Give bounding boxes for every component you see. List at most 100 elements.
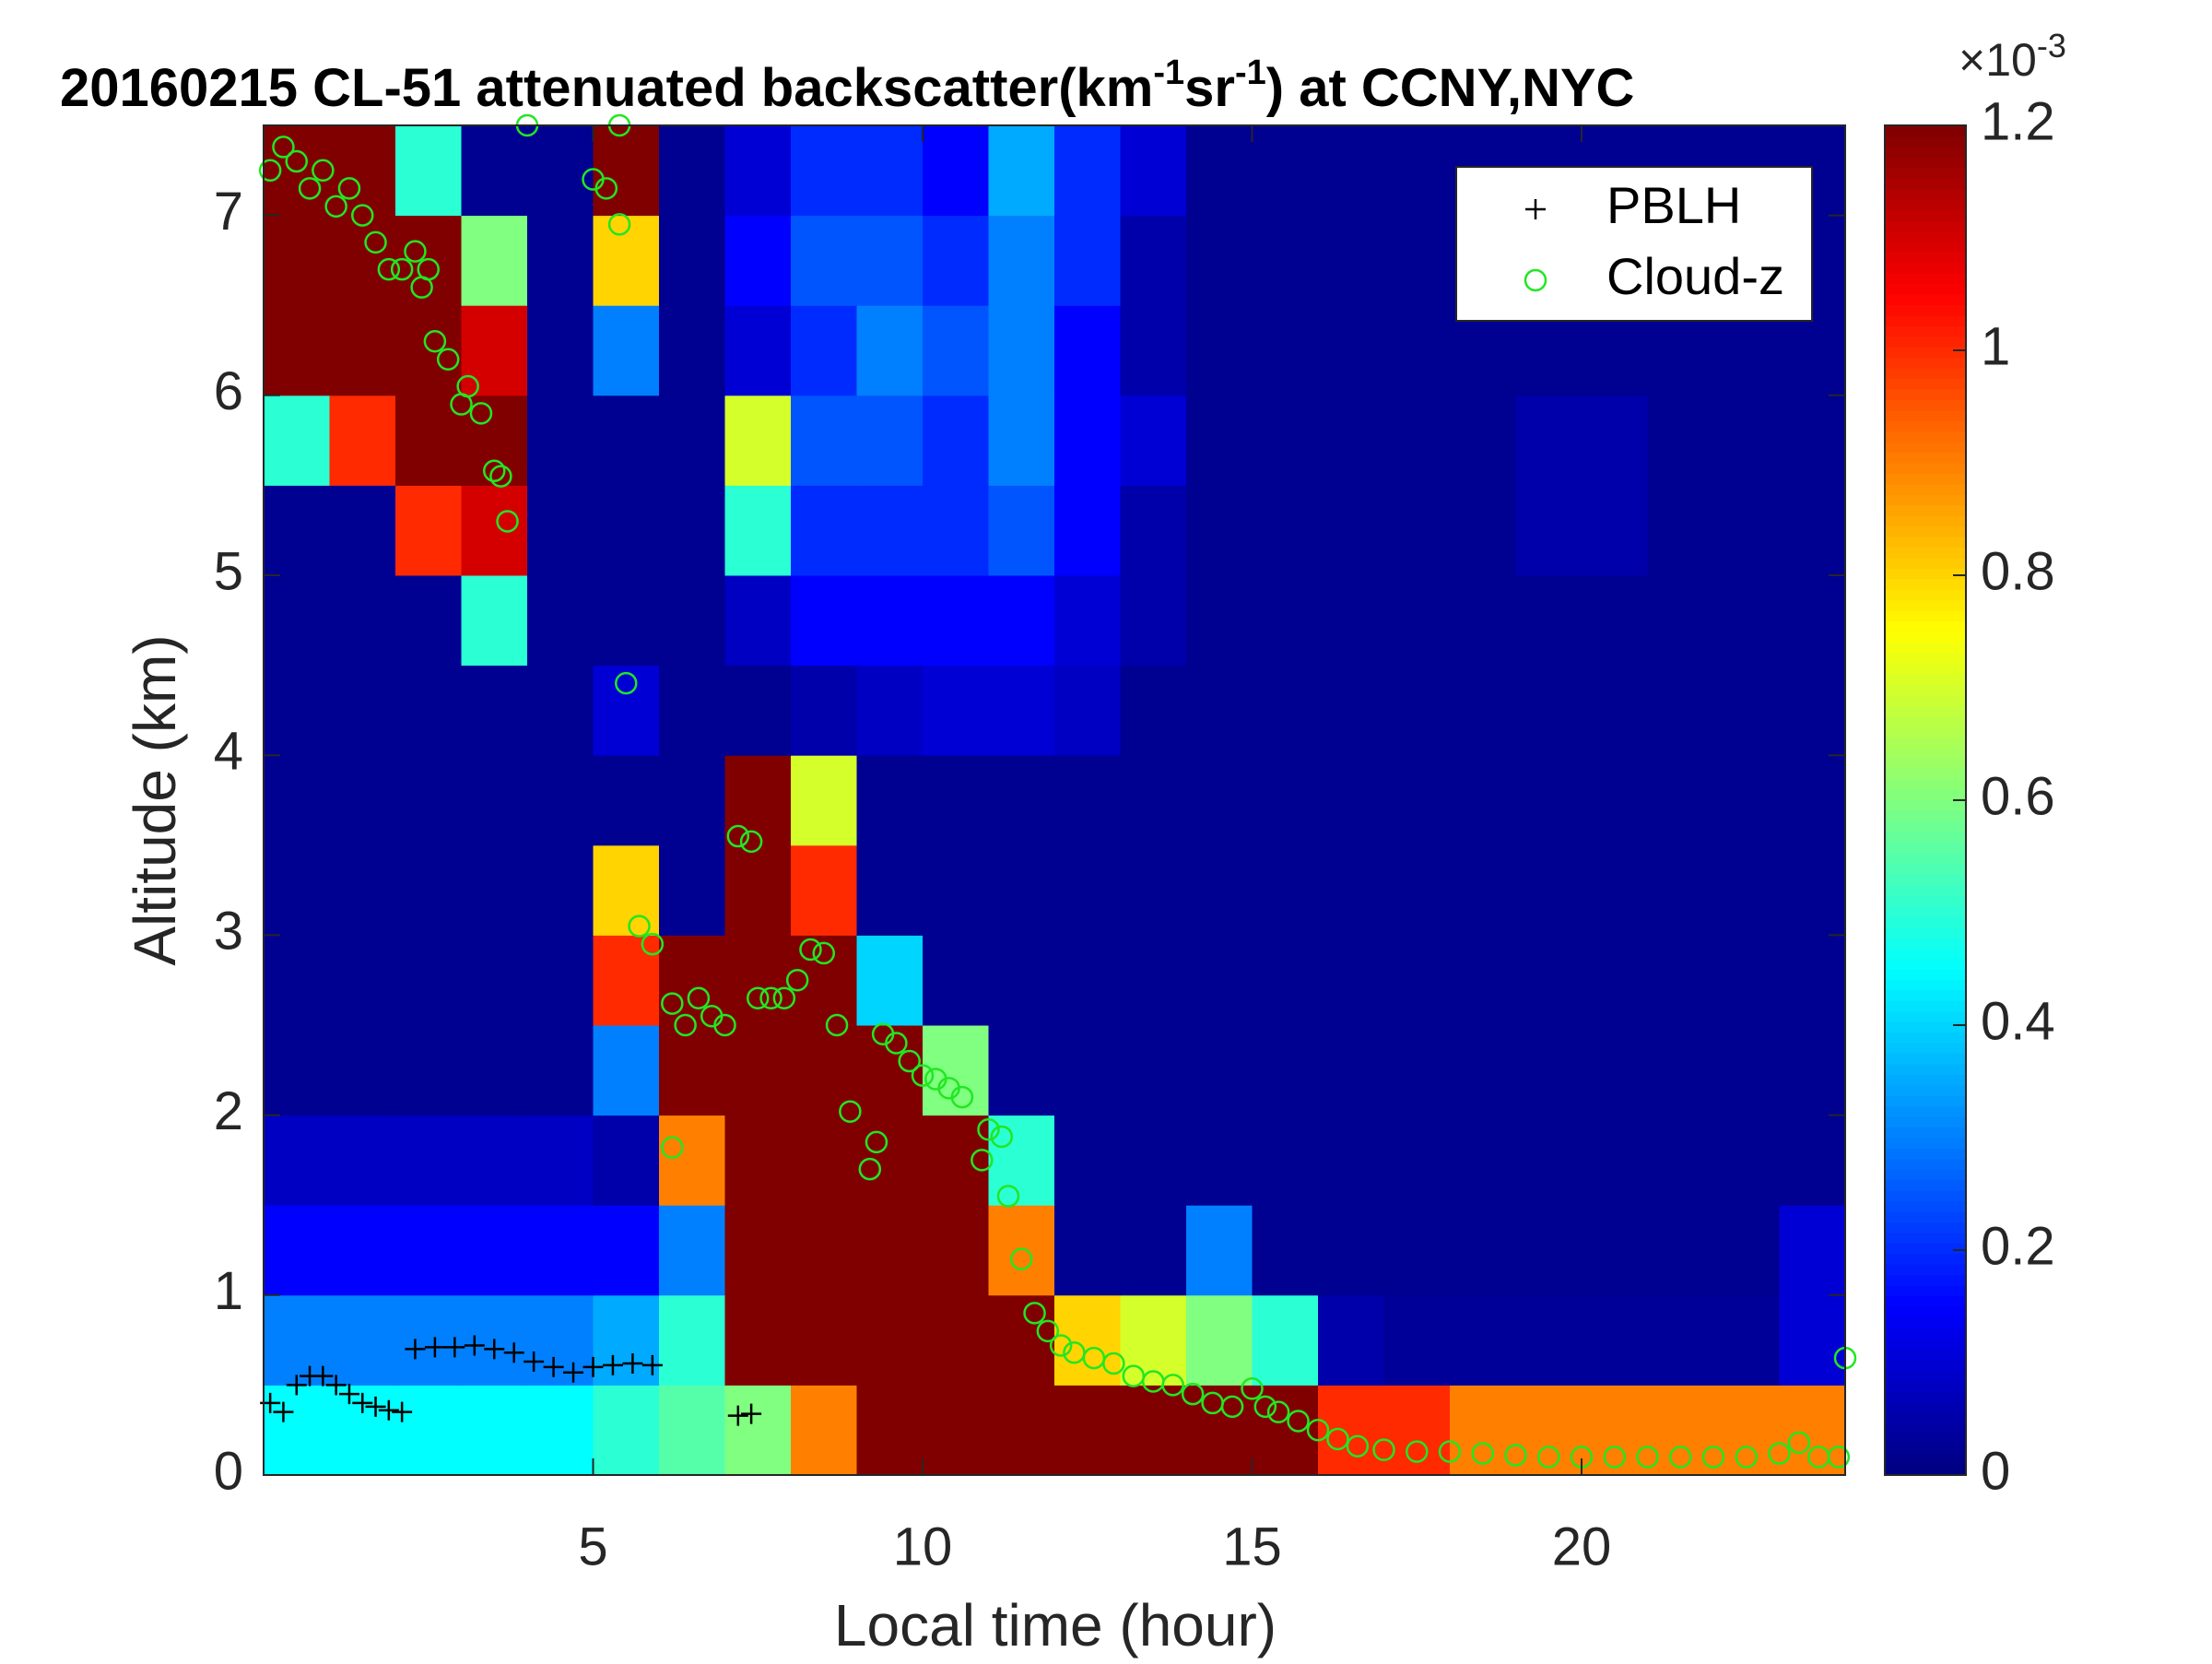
heatmap-cell xyxy=(395,755,462,846)
heatmap-cell xyxy=(1582,1025,1648,1116)
colorbar-swatch xyxy=(1885,1433,1966,1445)
heatmap-cell xyxy=(1186,935,1253,1026)
heatmap-cell xyxy=(988,305,1055,396)
heatmap-cell xyxy=(1383,755,1451,846)
colorbar-swatch xyxy=(1885,853,1966,865)
cloud-marker xyxy=(496,510,519,533)
heatmap-cell xyxy=(988,575,1055,667)
title-part: sr xyxy=(1184,58,1235,118)
heatmap-cell xyxy=(1515,665,1583,756)
cloud-marker xyxy=(1023,1302,1046,1325)
colorbar-swatch xyxy=(1885,1148,1966,1160)
colorbar-swatch xyxy=(1885,1211,1966,1223)
cloud-marker xyxy=(799,938,822,962)
colorbar-swatch xyxy=(1885,1138,1966,1150)
heatmap-cell xyxy=(1252,665,1319,756)
heatmap-cell xyxy=(1450,1385,1516,1476)
cloud-marker xyxy=(1346,1434,1370,1458)
heatmap-cell xyxy=(264,215,330,306)
heatmap-cell xyxy=(659,395,725,486)
heatmap-cell xyxy=(329,125,396,217)
heatmap-cell xyxy=(791,485,857,576)
colorbar-swatch xyxy=(1885,1127,1966,1139)
cloud-marker xyxy=(1372,1438,1395,1461)
colorbar-swatch xyxy=(1885,1327,1966,1339)
heatmap-cell xyxy=(923,1294,989,1386)
heatmap-cell xyxy=(329,665,396,756)
heatmap-cell xyxy=(264,935,330,1026)
heatmap-cell xyxy=(1054,665,1121,756)
y-tick-label: 2 xyxy=(214,1081,243,1141)
heatmap-cell xyxy=(1779,755,1846,846)
colorbar-swatch xyxy=(1885,1084,1966,1096)
heatmap-cell xyxy=(659,755,725,846)
heatmap-cell xyxy=(593,665,660,756)
pblh-marker xyxy=(405,1339,426,1360)
colorbar-swatch xyxy=(1885,1232,1966,1244)
series-pblh xyxy=(260,1335,762,1426)
colorbar-swatch xyxy=(1885,694,1966,706)
heatmap-cell xyxy=(264,305,330,396)
y-tick-label: 3 xyxy=(214,902,243,962)
heatmap-cell xyxy=(791,1115,857,1206)
colorbar-swatch xyxy=(1885,1179,1966,1191)
cloud-marker xyxy=(1768,1442,1791,1465)
colorbar-swatch xyxy=(1885,167,1966,179)
heatmap-cell xyxy=(1582,1205,1648,1296)
colorbar-swatch xyxy=(1885,1338,1966,1350)
heatmap-cell xyxy=(724,665,792,756)
axes-box xyxy=(263,124,1846,1476)
heatmap-cell xyxy=(724,1115,792,1206)
heatmap-cell xyxy=(395,575,462,667)
heatmap-cell xyxy=(395,485,462,576)
heatmap-cell xyxy=(1647,1205,1714,1296)
colorbar-swatch xyxy=(1885,1464,1966,1476)
heatmap-cell xyxy=(1779,1294,1846,1386)
pblh-marker xyxy=(286,1375,307,1396)
heatmap-cell xyxy=(1318,215,1384,306)
colorbar-swatch xyxy=(1885,1010,1966,1022)
heatmap-cell xyxy=(923,485,989,576)
colorbar-swatch xyxy=(1885,1264,1966,1276)
heatmap-cell xyxy=(1647,1025,1714,1116)
heatmap-cell xyxy=(1186,575,1253,667)
colorbar-swatch xyxy=(1885,652,1966,664)
colorbar-swatch xyxy=(1885,178,1966,190)
heatmap-cell xyxy=(1647,844,1714,936)
cloud-marker xyxy=(687,986,711,1009)
heatmap-cell xyxy=(527,395,594,486)
heatmap-cell xyxy=(659,665,725,756)
heatmap-cell xyxy=(461,935,528,1026)
heatmap-cell xyxy=(1120,575,1187,667)
colorbar-swatch xyxy=(1885,388,1966,400)
heatmap-cell xyxy=(1779,665,1846,756)
y-tick-label: 7 xyxy=(214,182,243,242)
cloud-marker xyxy=(990,1125,1014,1149)
heatmap-cell xyxy=(724,1385,792,1476)
legend-label: Cloud-z xyxy=(1606,247,1784,305)
colorbar-swatch xyxy=(1885,547,1966,559)
heatmap-cell xyxy=(1713,575,1780,667)
cloud-marker xyxy=(1669,1446,1692,1469)
colorbar-swatch xyxy=(1885,842,1966,854)
heatmap-cell xyxy=(988,1385,1055,1476)
heatmap-cell xyxy=(593,125,660,217)
heatmap-cell xyxy=(395,935,462,1026)
heatmap-cell xyxy=(1515,395,1583,486)
heatmap-cell xyxy=(1450,755,1516,846)
colorbar-swatch xyxy=(1885,294,1966,306)
pblh-marker xyxy=(563,1362,584,1383)
heatmap-cell xyxy=(527,575,594,667)
colorbar-tick-label: 0 xyxy=(1981,1441,2010,1501)
heatmap-cell xyxy=(461,125,528,217)
heatmap-cell xyxy=(988,1205,1055,1296)
heatmap-cell xyxy=(1383,1294,1451,1386)
heatmap-cell xyxy=(264,395,330,486)
cloud-marker xyxy=(390,257,414,281)
colorbar-swatch xyxy=(1885,958,1966,970)
heatmap-cell xyxy=(461,305,528,396)
heatmap-cell xyxy=(329,485,396,576)
heatmap-cell xyxy=(1582,935,1648,1026)
colorbar-swatch xyxy=(1885,937,1966,949)
cloud-marker xyxy=(1326,1427,1349,1451)
